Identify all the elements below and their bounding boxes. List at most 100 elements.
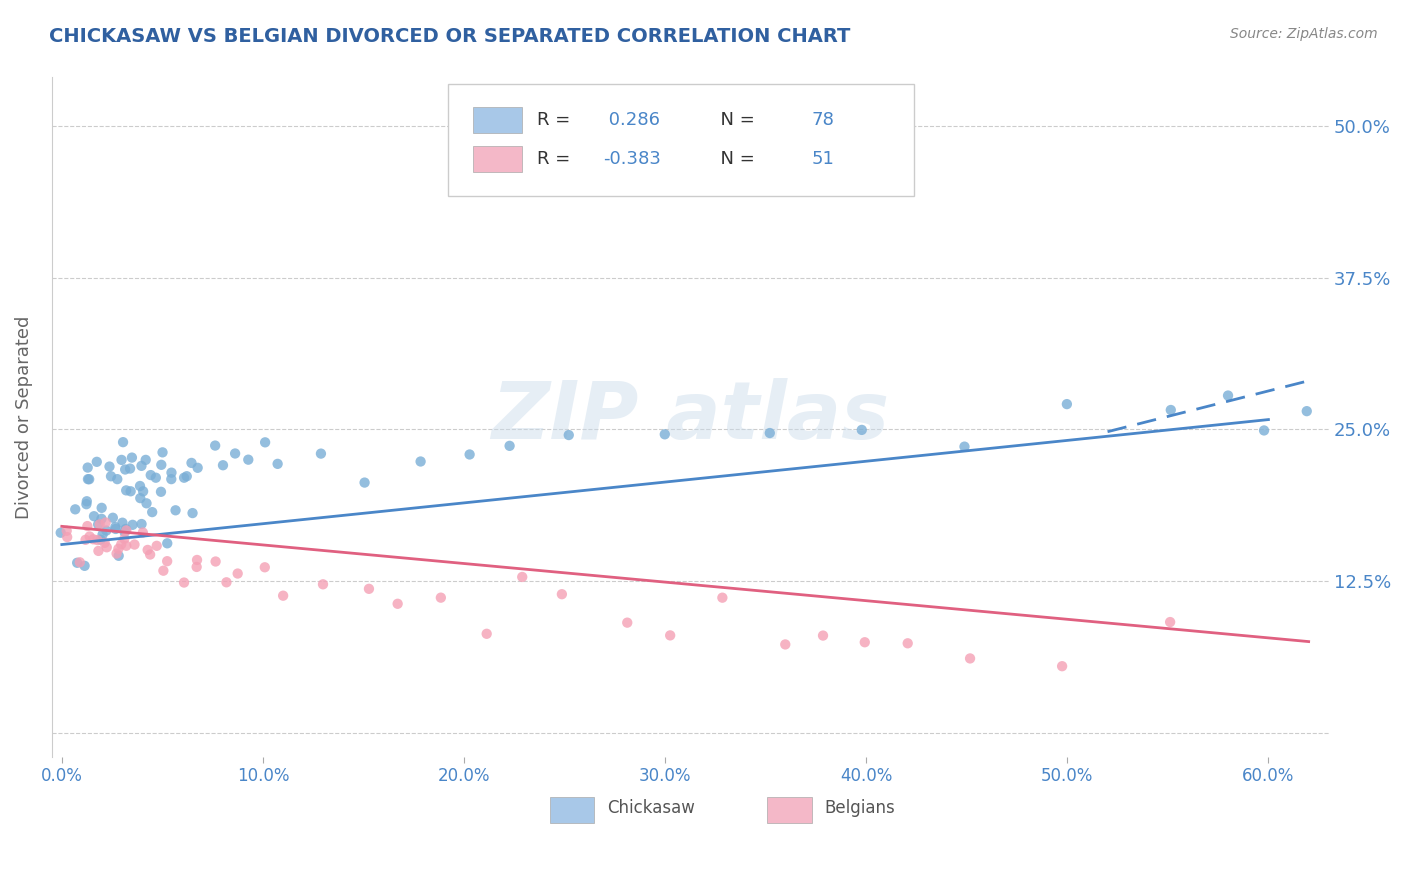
Point: [124, 538, 146, 552]
Point: [1295, 404, 1317, 418]
Point: [238, 452, 260, 467]
Point: [100, 469, 122, 483]
Point: [121, 517, 143, 532]
FancyBboxPatch shape: [447, 84, 914, 196]
Point: [65, 502, 87, 516]
Point: [86, 455, 108, 469]
Point: [101, 510, 124, 524]
Point: [66, 556, 89, 570]
Point: [120, 484, 142, 499]
Point: [131, 516, 153, 531]
Text: N =: N =: [710, 150, 761, 168]
Text: ZIP atlas: ZIP atlas: [491, 378, 890, 456]
Point: [551, 587, 574, 601]
Point: [312, 577, 335, 591]
Point: [510, 570, 533, 584]
Point: [76, 494, 98, 508]
Point: [139, 548, 162, 562]
Point: [1056, 397, 1078, 411]
Point: [186, 560, 208, 574]
Point: [90, 533, 112, 547]
Point: [115, 539, 138, 553]
Point: [711, 591, 734, 605]
Point: [759, 425, 782, 440]
Point: [811, 629, 834, 643]
Point: [150, 458, 173, 472]
Point: [114, 522, 136, 536]
Point: [152, 564, 174, 578]
FancyBboxPatch shape: [550, 797, 595, 822]
Point: [91, 527, 114, 541]
Point: [104, 520, 127, 534]
Point: [77, 472, 100, 486]
Point: [475, 627, 498, 641]
Point: [110, 537, 132, 551]
Point: [160, 472, 183, 486]
Point: [1159, 615, 1181, 629]
Point: [853, 635, 876, 649]
Text: R =: R =: [537, 112, 576, 129]
Point: [173, 575, 195, 590]
Point: [498, 439, 520, 453]
Point: [141, 505, 163, 519]
Point: [136, 543, 159, 558]
Point: [181, 506, 204, 520]
Text: -0.383: -0.383: [603, 150, 661, 168]
Point: [224, 446, 246, 460]
Text: Belgians: Belgians: [824, 799, 896, 817]
Point: [115, 524, 138, 538]
Point: [253, 560, 276, 574]
Point: [152, 445, 174, 459]
Point: [387, 597, 409, 611]
Point: [659, 628, 682, 642]
Point: [129, 479, 152, 493]
Point: [49, 525, 72, 540]
Point: [654, 427, 676, 442]
Point: [156, 554, 179, 568]
Text: 0.286: 0.286: [603, 112, 661, 129]
Point: [120, 461, 142, 475]
Point: [139, 468, 162, 483]
Point: [173, 471, 195, 485]
Point: [1253, 424, 1275, 438]
Point: [89, 517, 111, 532]
Text: N =: N =: [710, 112, 761, 129]
Point: [266, 457, 288, 471]
Point: [90, 512, 112, 526]
Point: [121, 450, 143, 465]
Point: [145, 471, 167, 485]
Point: [93, 536, 115, 550]
Point: [897, 636, 920, 650]
Point: [87, 517, 110, 532]
Point: [204, 439, 226, 453]
Point: [1216, 388, 1239, 402]
Point: [187, 460, 209, 475]
Point: [156, 536, 179, 550]
Point: [135, 453, 157, 467]
Point: [271, 589, 294, 603]
Point: [107, 541, 129, 556]
Point: [114, 525, 136, 540]
Point: [77, 472, 100, 486]
Text: 78: 78: [811, 112, 834, 129]
Point: [204, 554, 226, 568]
Point: [105, 472, 128, 486]
Point: [176, 469, 198, 483]
Y-axis label: Divorced or Separated: Divorced or Separated: [15, 316, 32, 519]
Point: [180, 456, 202, 470]
Point: [96, 541, 118, 555]
Text: Chickasaw: Chickasaw: [607, 799, 695, 817]
Point: [165, 503, 187, 517]
Point: [458, 447, 481, 461]
Point: [145, 539, 167, 553]
Point: [186, 553, 208, 567]
Point: [73, 558, 96, 573]
Text: 51: 51: [811, 150, 834, 168]
Text: R =: R =: [537, 150, 576, 168]
Point: [131, 458, 153, 473]
Point: [129, 491, 152, 505]
Point: [82, 533, 104, 547]
Point: [55, 524, 77, 538]
Point: [76, 460, 98, 475]
Point: [111, 516, 134, 530]
